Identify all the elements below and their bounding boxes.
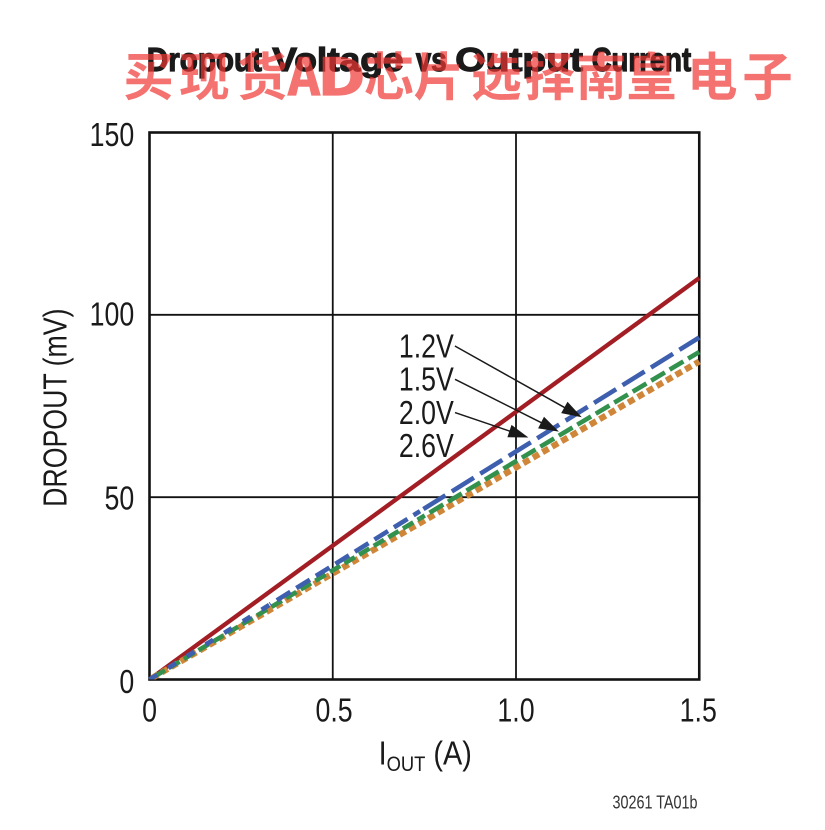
svg-text:IOUT (A): IOUT (A) (379, 734, 472, 776)
svg-text:1.0: 1.0 (497, 693, 534, 729)
svg-text:2.0V: 2.0V (399, 395, 454, 431)
svg-text:0: 0 (119, 665, 134, 701)
svg-text:DROPOUT (mV): DROPOUT (mV) (38, 308, 74, 506)
svg-text:100: 100 (90, 297, 135, 333)
svg-text:0.5: 0.5 (315, 693, 352, 729)
svg-text:1.2V: 1.2V (399, 329, 454, 365)
svg-text:1.5V: 1.5V (399, 362, 454, 398)
svg-text:0: 0 (142, 693, 157, 729)
svg-text:2.6V: 2.6V (399, 428, 454, 464)
svg-text:150: 150 (90, 117, 135, 153)
svg-text:1.5: 1.5 (680, 693, 717, 729)
svg-text:50: 50 (104, 481, 134, 517)
svg-text:30261 TA01b: 30261 TA01b (613, 793, 698, 813)
